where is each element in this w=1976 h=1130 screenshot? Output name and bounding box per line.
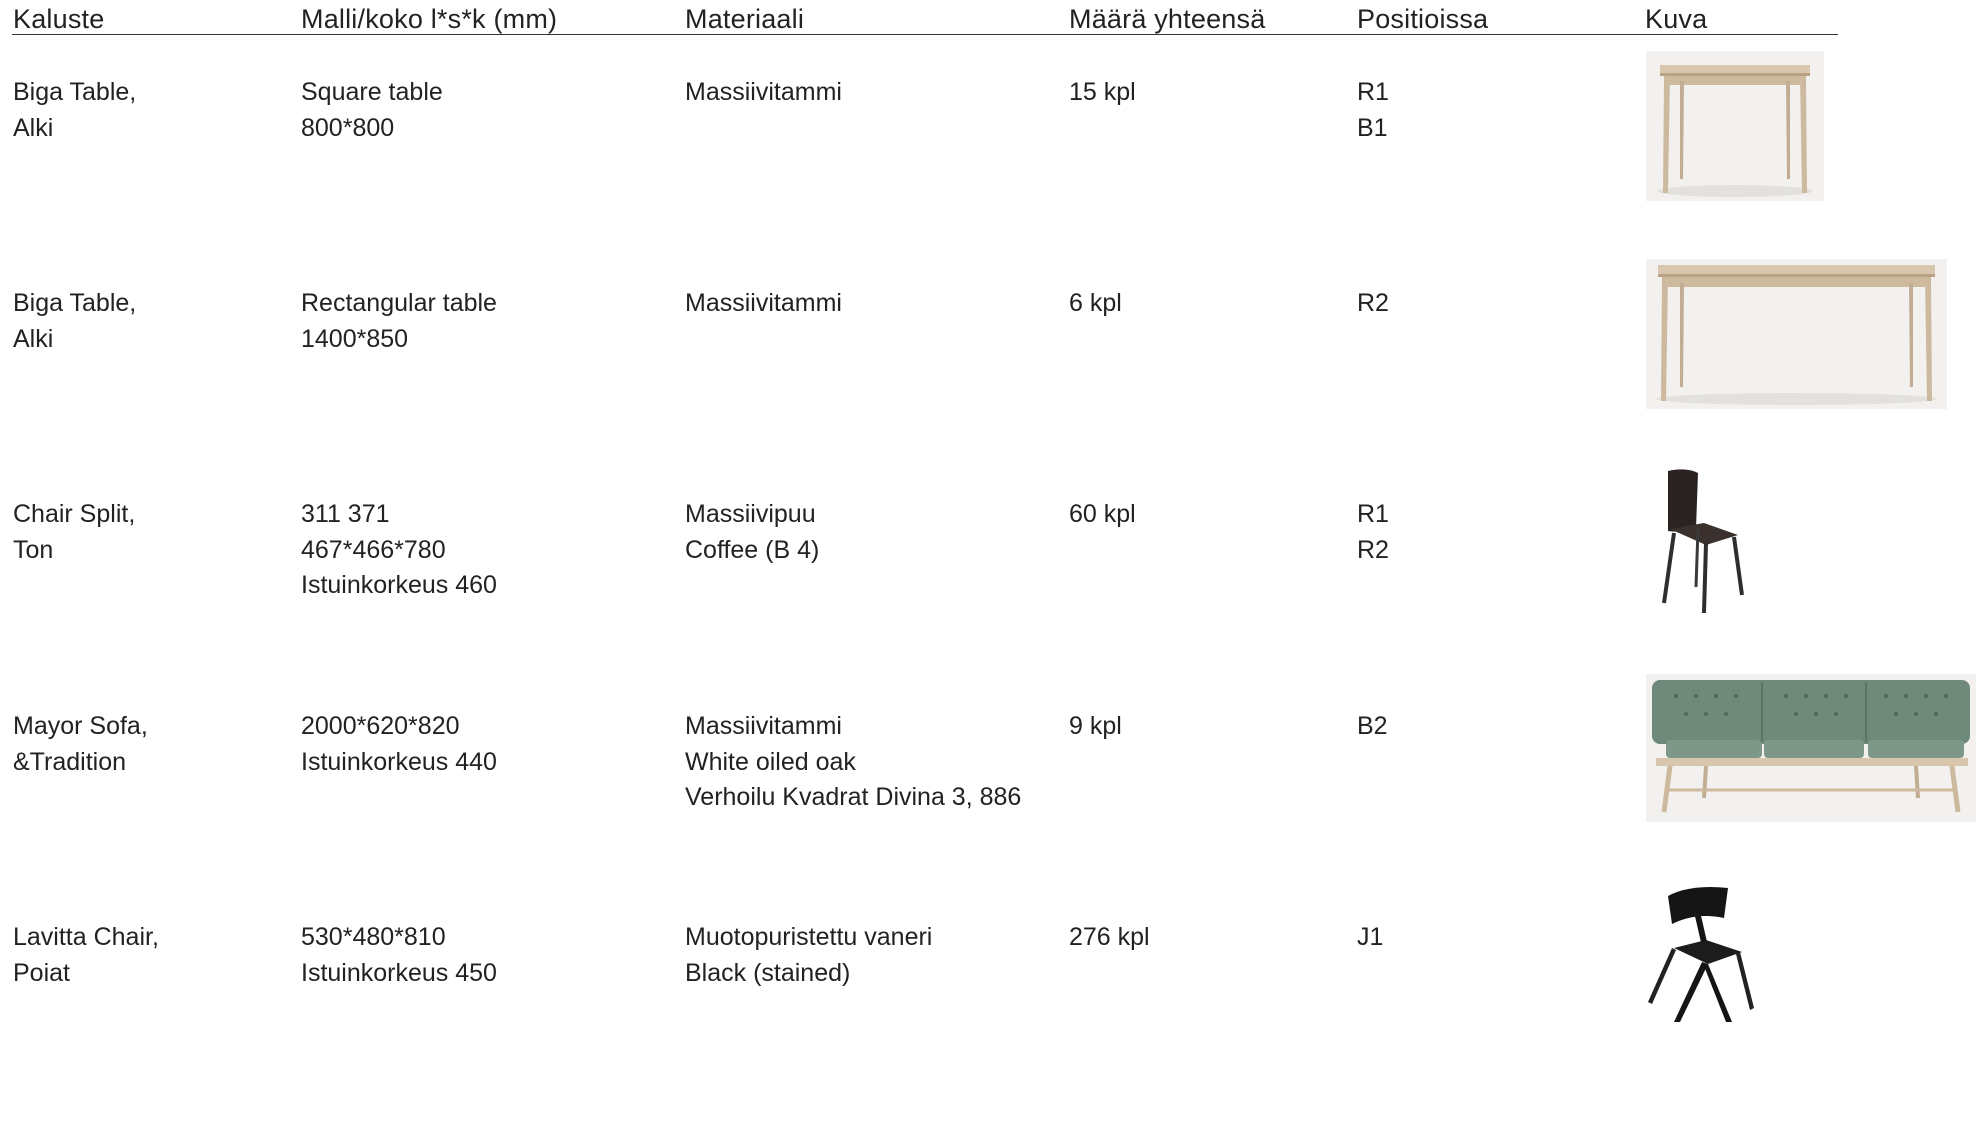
position-code: R2 [1357,289,1389,317]
header-image: Kuva [1645,4,1708,34]
item-cell: Chair Split, Ton [13,497,135,568]
model-cell: 311 371 467*466*780 Istuinkorkeus 460 [301,497,497,604]
position-code: R2 [1357,535,1389,564]
table-row: Chair Split, Ton 311 371 467*466*780 Ist… [0,467,1976,707]
header-model: Malli/koko l*s*k (mm) [301,4,558,34]
material-line: Massiivitammi [685,712,842,740]
item-cell: Mayor Sofa, &Tradition [13,709,148,780]
material-cell: Massiivitammi White oiled oak Verhoilu K… [685,709,1021,816]
header-item: Kaluste [13,4,105,34]
item-cell: Lavitta Chair, Poiat [13,920,159,991]
material-line: Massiivitammi [685,289,842,317]
model-line: 311 371 [301,500,390,528]
model-line: Istuinkorkeus 440 [301,747,497,776]
quantity-cell: 6 kpl [1069,289,1122,317]
model-cell: Square table 800*800 [301,75,443,146]
positions-cell: B2 [1357,709,1388,745]
model-line: Square table [301,78,443,106]
model-line: 530*480*810 [301,923,446,951]
model-line: Rectangular table [301,289,497,317]
positions-cell: R2 [1357,286,1389,322]
position-code: B1 [1357,113,1388,142]
table-row: Biga Table, Alki Rectangular table 1400*… [0,259,1976,496]
header-positions: Positioissa [1357,4,1489,34]
position-code: J1 [1357,923,1384,951]
material-cell: Massiivitammi [685,75,842,111]
item-maker: Alki [13,113,54,142]
quantity-cell: 276 kpl [1069,923,1150,951]
position-code: B2 [1357,712,1388,740]
item-name: Chair Split, [13,500,136,528]
model-line: 800*800 [301,113,395,142]
header-divider [12,34,1838,35]
item-name: Mayor Sofa, [13,712,148,740]
positions-cell: R1 B1 [1357,75,1389,146]
model-cell: 530*480*810 Istuinkorkeus 450 [301,920,497,991]
item-maker: Alki [13,324,54,353]
dark-wood-chair-photo [1646,467,1756,615]
quantity-cell: 60 kpl [1069,500,1136,528]
material-cell: Muotopuristettu vaneri Black (stained) [685,920,932,991]
item-cell: Biga Table, Alki [13,75,136,146]
model-line: 2000*620*820 [301,712,460,740]
item-cell: Biga Table, Alki [13,286,136,357]
material-line: Massiivitammi [685,78,842,106]
quantity-cell: 9 kpl [1069,712,1122,740]
positions-cell: R1 R2 [1357,497,1389,568]
material-line: Massiivipuu [685,500,816,528]
material-line: White oiled oak [685,747,856,776]
header-quantity: Määrä yhteensä [1069,4,1266,34]
model-cell: 2000*620*820 Istuinkorkeus 440 [301,709,497,780]
item-name: Biga Table, [13,78,137,106]
position-code: R1 [1357,78,1389,106]
material-cell: Massiivipuu Coffee (B 4) [685,497,819,568]
rectangular-oak-table-photo [1646,259,1947,409]
table-row: Lavitta Chair, Poiat 530*480*810 Istuink… [0,882,1976,1130]
square-oak-table-photo [1646,51,1824,201]
model-line: 467*466*780 [301,535,446,564]
material-line: Black (stained) [685,958,851,987]
table-row: Biga Table, Alki Square table 800*800 Ma… [0,51,1976,285]
material-line: Muotopuristettu vaneri [685,923,933,951]
item-maker: &Tradition [13,747,127,776]
position-code: R1 [1357,500,1389,528]
model-line: Istuinkorkeus 460 [301,571,497,599]
green-sofa-photo [1646,674,1976,822]
positions-cell: J1 [1357,920,1383,956]
material-line: Coffee (B 4) [685,535,820,564]
model-line: 1400*850 [301,324,409,353]
black-plywood-chair-photo [1646,882,1756,1023]
material-line: Verhoilu Kvadrat Divina 3, 886 [685,783,1022,811]
header-material: Materiaali [685,4,805,34]
item-name: Lavitta Chair, [13,923,159,951]
model-cell: Rectangular table 1400*850 [301,286,497,357]
item-maker: Poiat [13,958,70,987]
material-cell: Massiivitammi [685,286,842,322]
model-line: Istuinkorkeus 450 [301,958,497,987]
item-name: Biga Table, [13,289,137,317]
table-row: Mayor Sofa, &Tradition 2000*620*820 Istu… [0,674,1976,919]
table-header: Kaluste Malli/koko l*s*k (mm) Materiaali… [0,0,1976,36]
quantity-cell: 15 kpl [1069,78,1136,106]
item-maker: Ton [13,535,54,564]
